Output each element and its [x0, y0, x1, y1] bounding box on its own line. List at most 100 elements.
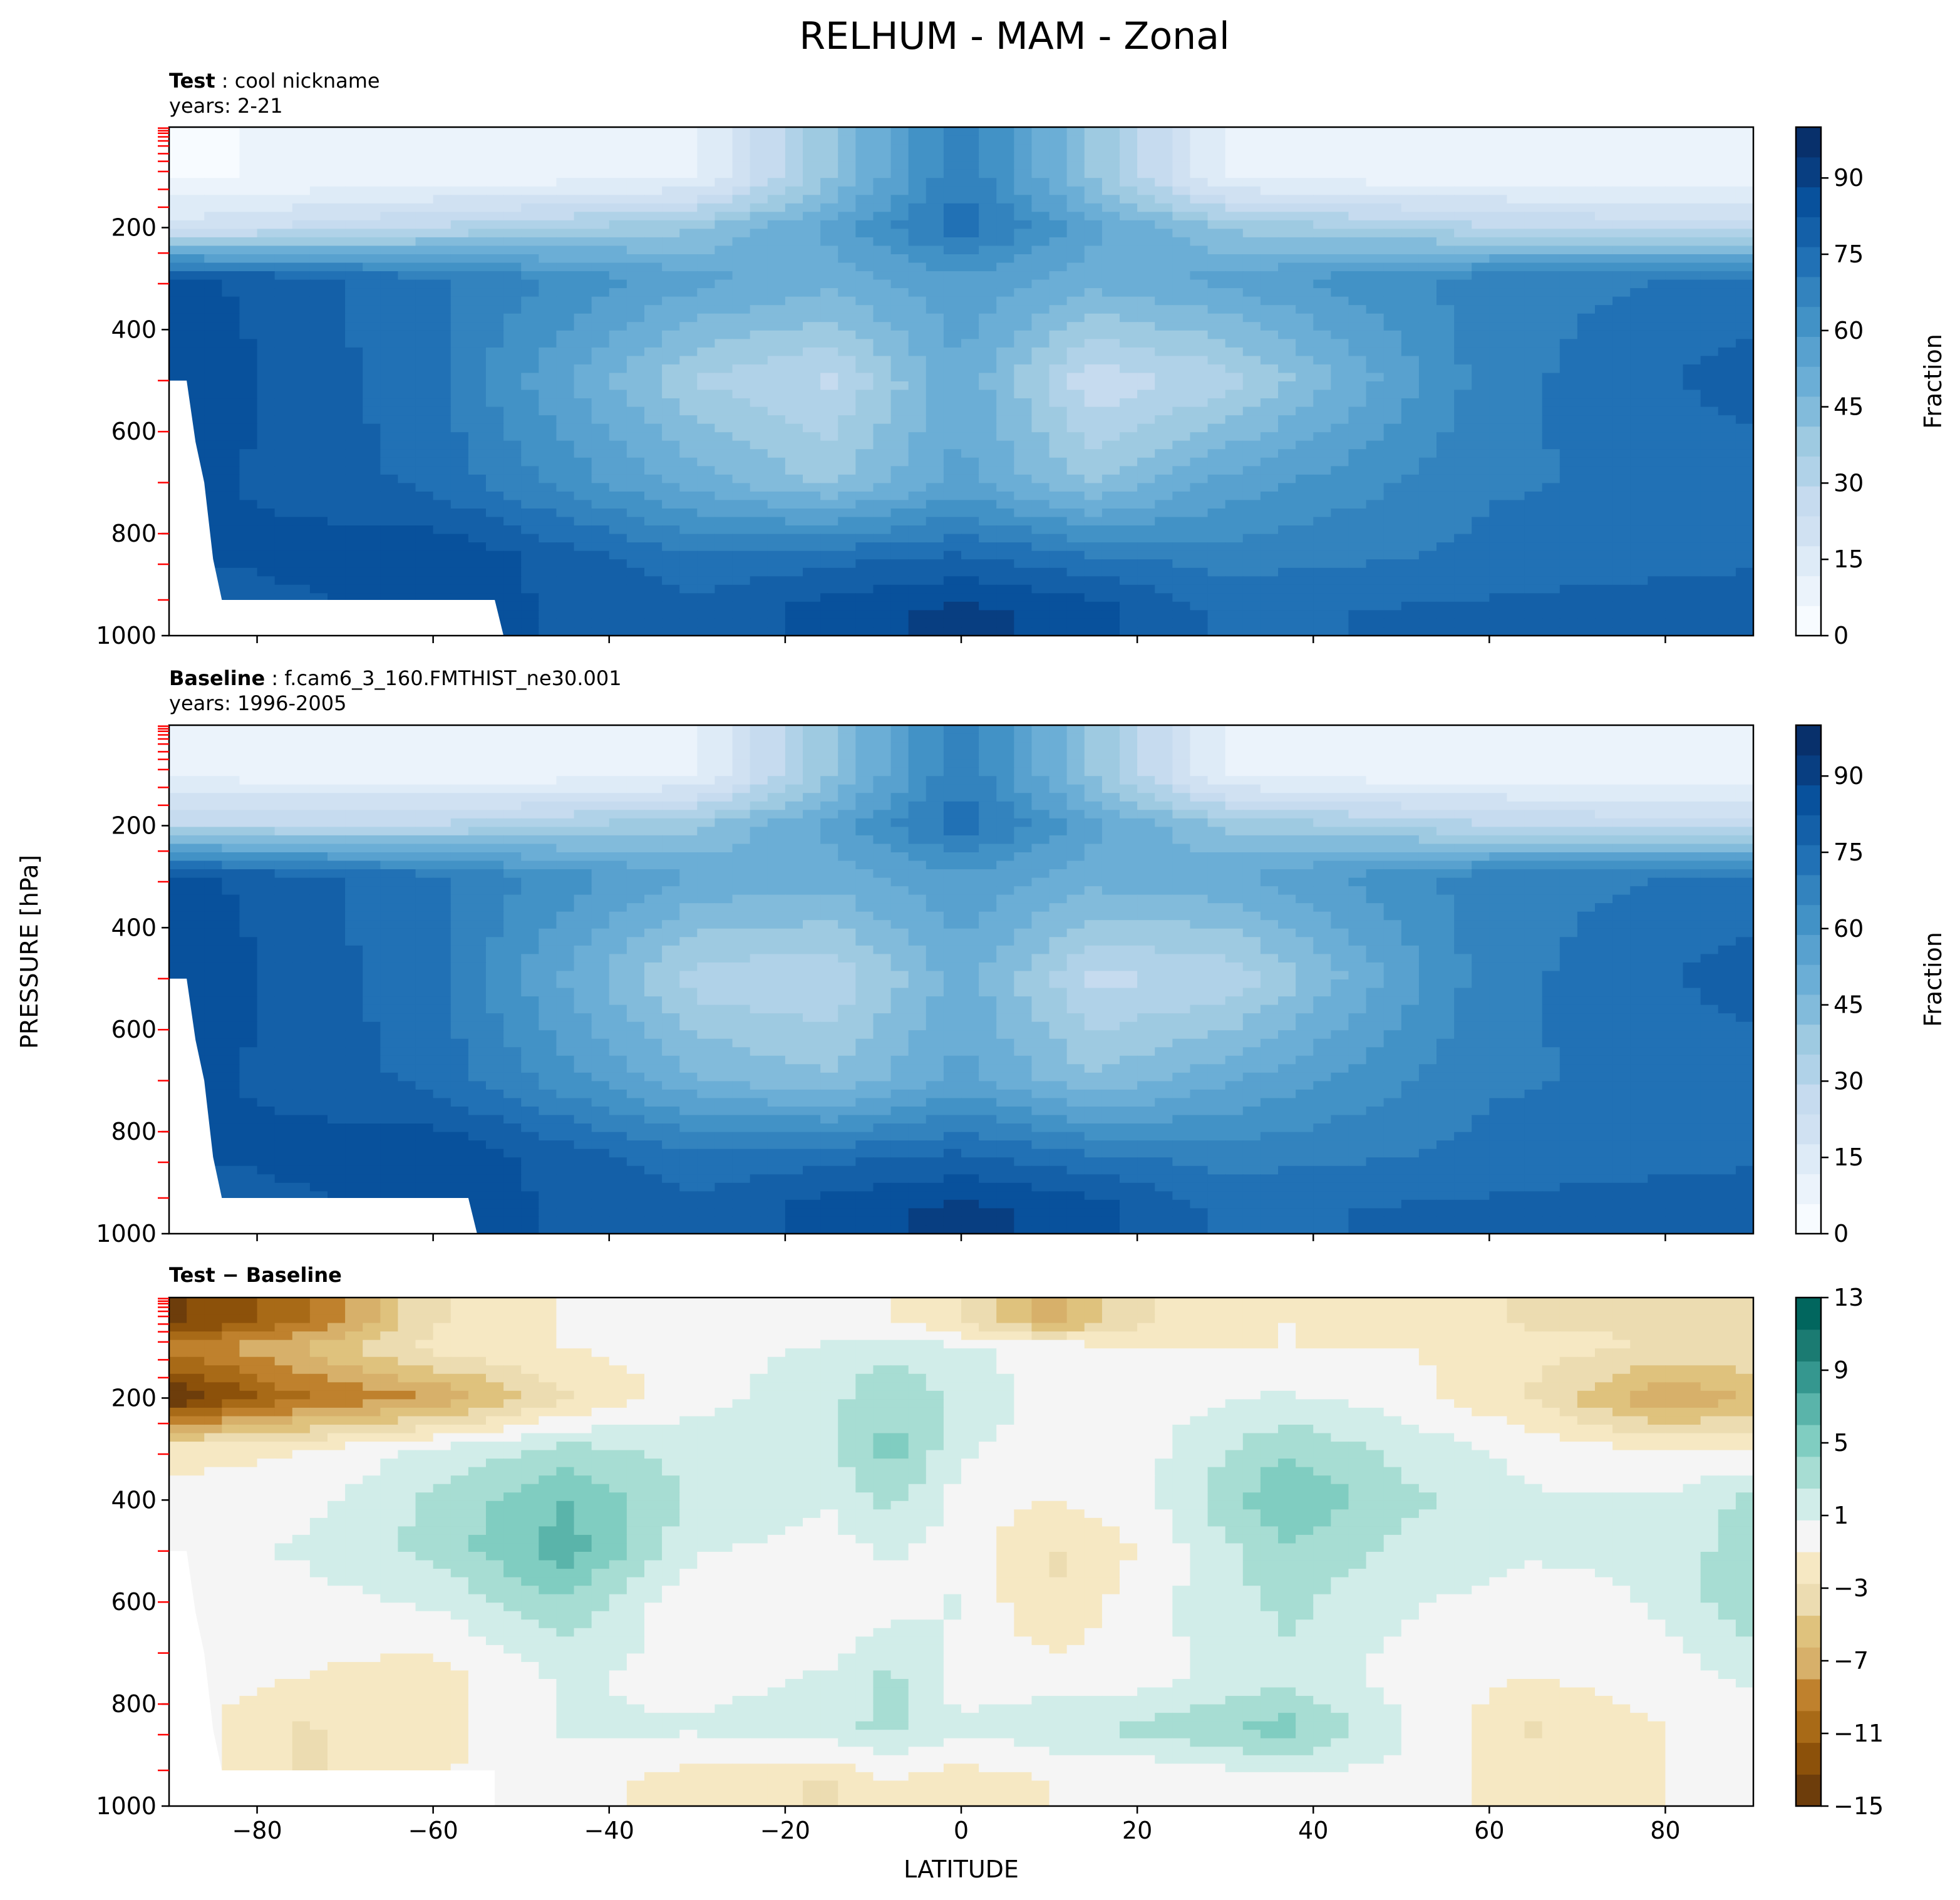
contour-cell — [1595, 152, 1613, 162]
contour-cell — [204, 288, 222, 297]
contour-cell — [292, 390, 311, 399]
contour-cell — [679, 550, 698, 560]
contour-cell — [1489, 296, 1508, 306]
contour-cell — [274, 381, 293, 391]
contour-cell — [1383, 347, 1402, 356]
contour-cell — [433, 229, 451, 238]
contour-cell — [415, 254, 434, 264]
contour-cell — [803, 220, 821, 229]
contour-cell — [1577, 356, 1596, 365]
contour-cell — [1577, 576, 1596, 586]
contour-cell — [1313, 313, 1331, 323]
contour-cell — [1542, 356, 1560, 365]
contour-cell — [1718, 330, 1736, 339]
contour-cell — [1648, 559, 1666, 569]
contour-cell — [239, 296, 258, 306]
contour-cell — [750, 534, 768, 543]
contour-cell — [785, 559, 803, 569]
contour-cell — [1524, 474, 1543, 483]
contour-cell — [943, 152, 962, 162]
contour-cell — [363, 152, 381, 162]
contour-cell — [1313, 135, 1331, 145]
contour-cell — [1577, 152, 1596, 162]
contour-cell — [1014, 220, 1033, 229]
contour-cell — [274, 127, 293, 137]
contour-cell — [996, 152, 1014, 162]
contour-cell — [521, 195, 539, 204]
contour-cell — [1084, 212, 1103, 221]
contour-cell — [1524, 178, 1543, 187]
contour-cell — [1137, 474, 1155, 483]
contour-cell — [1648, 152, 1666, 162]
contour-cell — [697, 550, 716, 560]
contour-cell — [539, 203, 557, 212]
contour-cell — [1225, 330, 1244, 339]
contour-cell — [1066, 279, 1085, 289]
contour-cell — [979, 296, 997, 306]
contour-cell — [1454, 262, 1472, 272]
contour-cell — [662, 432, 680, 441]
contour-cell — [662, 500, 680, 509]
contour-cell — [873, 406, 892, 416]
contour-cell — [345, 440, 363, 450]
contour-cell — [539, 254, 557, 264]
test-label-bold: Test — [169, 69, 215, 93]
contour-cell — [450, 296, 469, 306]
contour-cell — [1718, 390, 1736, 399]
contour-cell — [926, 245, 944, 255]
contour-cell — [644, 135, 663, 145]
contour-cell — [1172, 127, 1191, 137]
contour-cell — [1331, 509, 1349, 518]
contour-cell — [1507, 500, 1525, 509]
contour-cell — [1595, 550, 1613, 560]
contour-cell — [926, 279, 944, 289]
contour-cell — [1612, 161, 1631, 170]
contour-cell — [855, 356, 874, 365]
contour-cell — [1101, 381, 1120, 391]
contour-cell — [750, 584, 768, 594]
contour-cell — [1172, 271, 1191, 281]
contour-cell — [1648, 567, 1666, 577]
contour-cell — [328, 186, 346, 195]
contour-cell — [820, 500, 838, 509]
contour-cell — [398, 373, 416, 382]
contour-cell — [1665, 423, 1684, 433]
contour-cell — [521, 161, 539, 170]
contour-cell — [1331, 195, 1349, 204]
contour-cell — [1700, 169, 1719, 178]
contour-cell — [785, 406, 803, 416]
contour-cell — [574, 356, 592, 365]
contour-cell — [1225, 288, 1244, 297]
contour-cell — [626, 296, 645, 306]
contour-cell — [309, 178, 328, 187]
contour-cell — [1595, 423, 1613, 433]
contour-cell — [292, 415, 311, 425]
contour-cell — [292, 491, 311, 501]
contour-cell — [1542, 398, 1560, 408]
contour-cell — [1225, 381, 1244, 391]
contour-cell — [626, 449, 645, 458]
contour-cell — [591, 245, 610, 255]
contour-cell — [450, 144, 469, 153]
contour-cell — [679, 491, 698, 501]
contour-cell — [644, 296, 663, 306]
contour-cell — [363, 364, 381, 374]
contour-cell — [450, 509, 469, 518]
contour-cell — [1172, 517, 1191, 526]
contour-cell — [1735, 466, 1753, 475]
contour-cell — [943, 161, 962, 170]
contour-cell — [503, 525, 522, 535]
contour-cell — [1207, 356, 1226, 365]
contour-cell — [873, 127, 892, 137]
contour-cell — [1066, 169, 1085, 178]
contour-cell — [609, 322, 627, 331]
contour-cell — [1630, 534, 1648, 543]
contour-cell — [609, 534, 627, 543]
contour-cell — [1454, 373, 1472, 382]
contour-cell — [1172, 203, 1191, 212]
contour-cell — [767, 186, 786, 195]
contour-cell — [979, 161, 997, 170]
contour-cell — [714, 466, 733, 475]
contour-cell — [222, 373, 240, 382]
contour-cell — [1648, 135, 1666, 145]
